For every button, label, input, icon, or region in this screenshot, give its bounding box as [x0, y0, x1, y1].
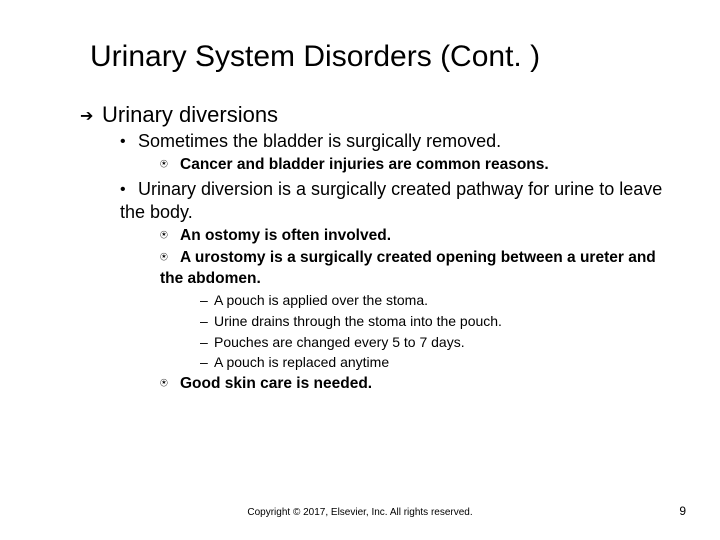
bullet-list-level4: A pouch is applied over the stoma. Urine…: [200, 291, 670, 373]
page-number: 9: [679, 504, 686, 518]
copyright-footer: Copyright © 2017, Elsevier, Inc. All rig…: [0, 507, 720, 518]
l3-text: Cancer and bladder injuries are common r…: [180, 156, 549, 173]
l2-item: Urinary diversion is a surgically create…: [120, 178, 670, 395]
l4-item: A pouch is applied over the stoma.: [200, 291, 670, 310]
l4-text: A pouch is applied over the stoma.: [214, 292, 428, 308]
l4-item: Pouches are changed every 5 to 7 days.: [200, 333, 670, 352]
bullet-list-level3: An ostomy is often involved. A urostomy …: [160, 226, 670, 394]
bullet-list-level1: Urinary diversions Sometimes the bladder…: [80, 102, 670, 394]
bullet-list-level3: Cancer and bladder injuries are common r…: [160, 155, 670, 175]
l4-item: A pouch is replaced anytime: [200, 353, 670, 372]
l3-text: An ostomy is often involved.: [180, 227, 391, 244]
l3-text: Good skin care is needed.: [180, 375, 372, 392]
l3-item: A urostomy is a surgically created openi…: [160, 248, 670, 372]
l3-item: Good skin care is needed.: [160, 374, 670, 394]
l2-text: Sometimes the bladder is surgically remo…: [138, 131, 501, 151]
bullet-list-level2: Sometimes the bladder is surgically remo…: [120, 130, 670, 394]
l1-text: Urinary diversions: [102, 102, 278, 127]
l4-text: A pouch is replaced anytime: [214, 354, 389, 370]
l4-item: Urine drains through the stoma into the …: [200, 312, 670, 331]
l4-text: Pouches are changed every 5 to 7 days.: [214, 334, 465, 350]
l2-item: Sometimes the bladder is surgically remo…: [120, 130, 670, 176]
l2-text: Urinary diversion is a surgically create…: [120, 179, 662, 222]
l3-item: An ostomy is often involved.: [160, 226, 670, 246]
l3-text: A urostomy is a surgically created openi…: [160, 249, 656, 286]
l1-item: Urinary diversions Sometimes the bladder…: [80, 102, 670, 394]
slide-title: Urinary System Disorders (Cont. ): [90, 40, 670, 74]
slide: Urinary System Disorders (Cont. ) Urinar…: [0, 0, 720, 540]
l3-item: Cancer and bladder injuries are common r…: [160, 155, 670, 175]
l4-text: Urine drains through the stoma into the …: [214, 313, 502, 329]
